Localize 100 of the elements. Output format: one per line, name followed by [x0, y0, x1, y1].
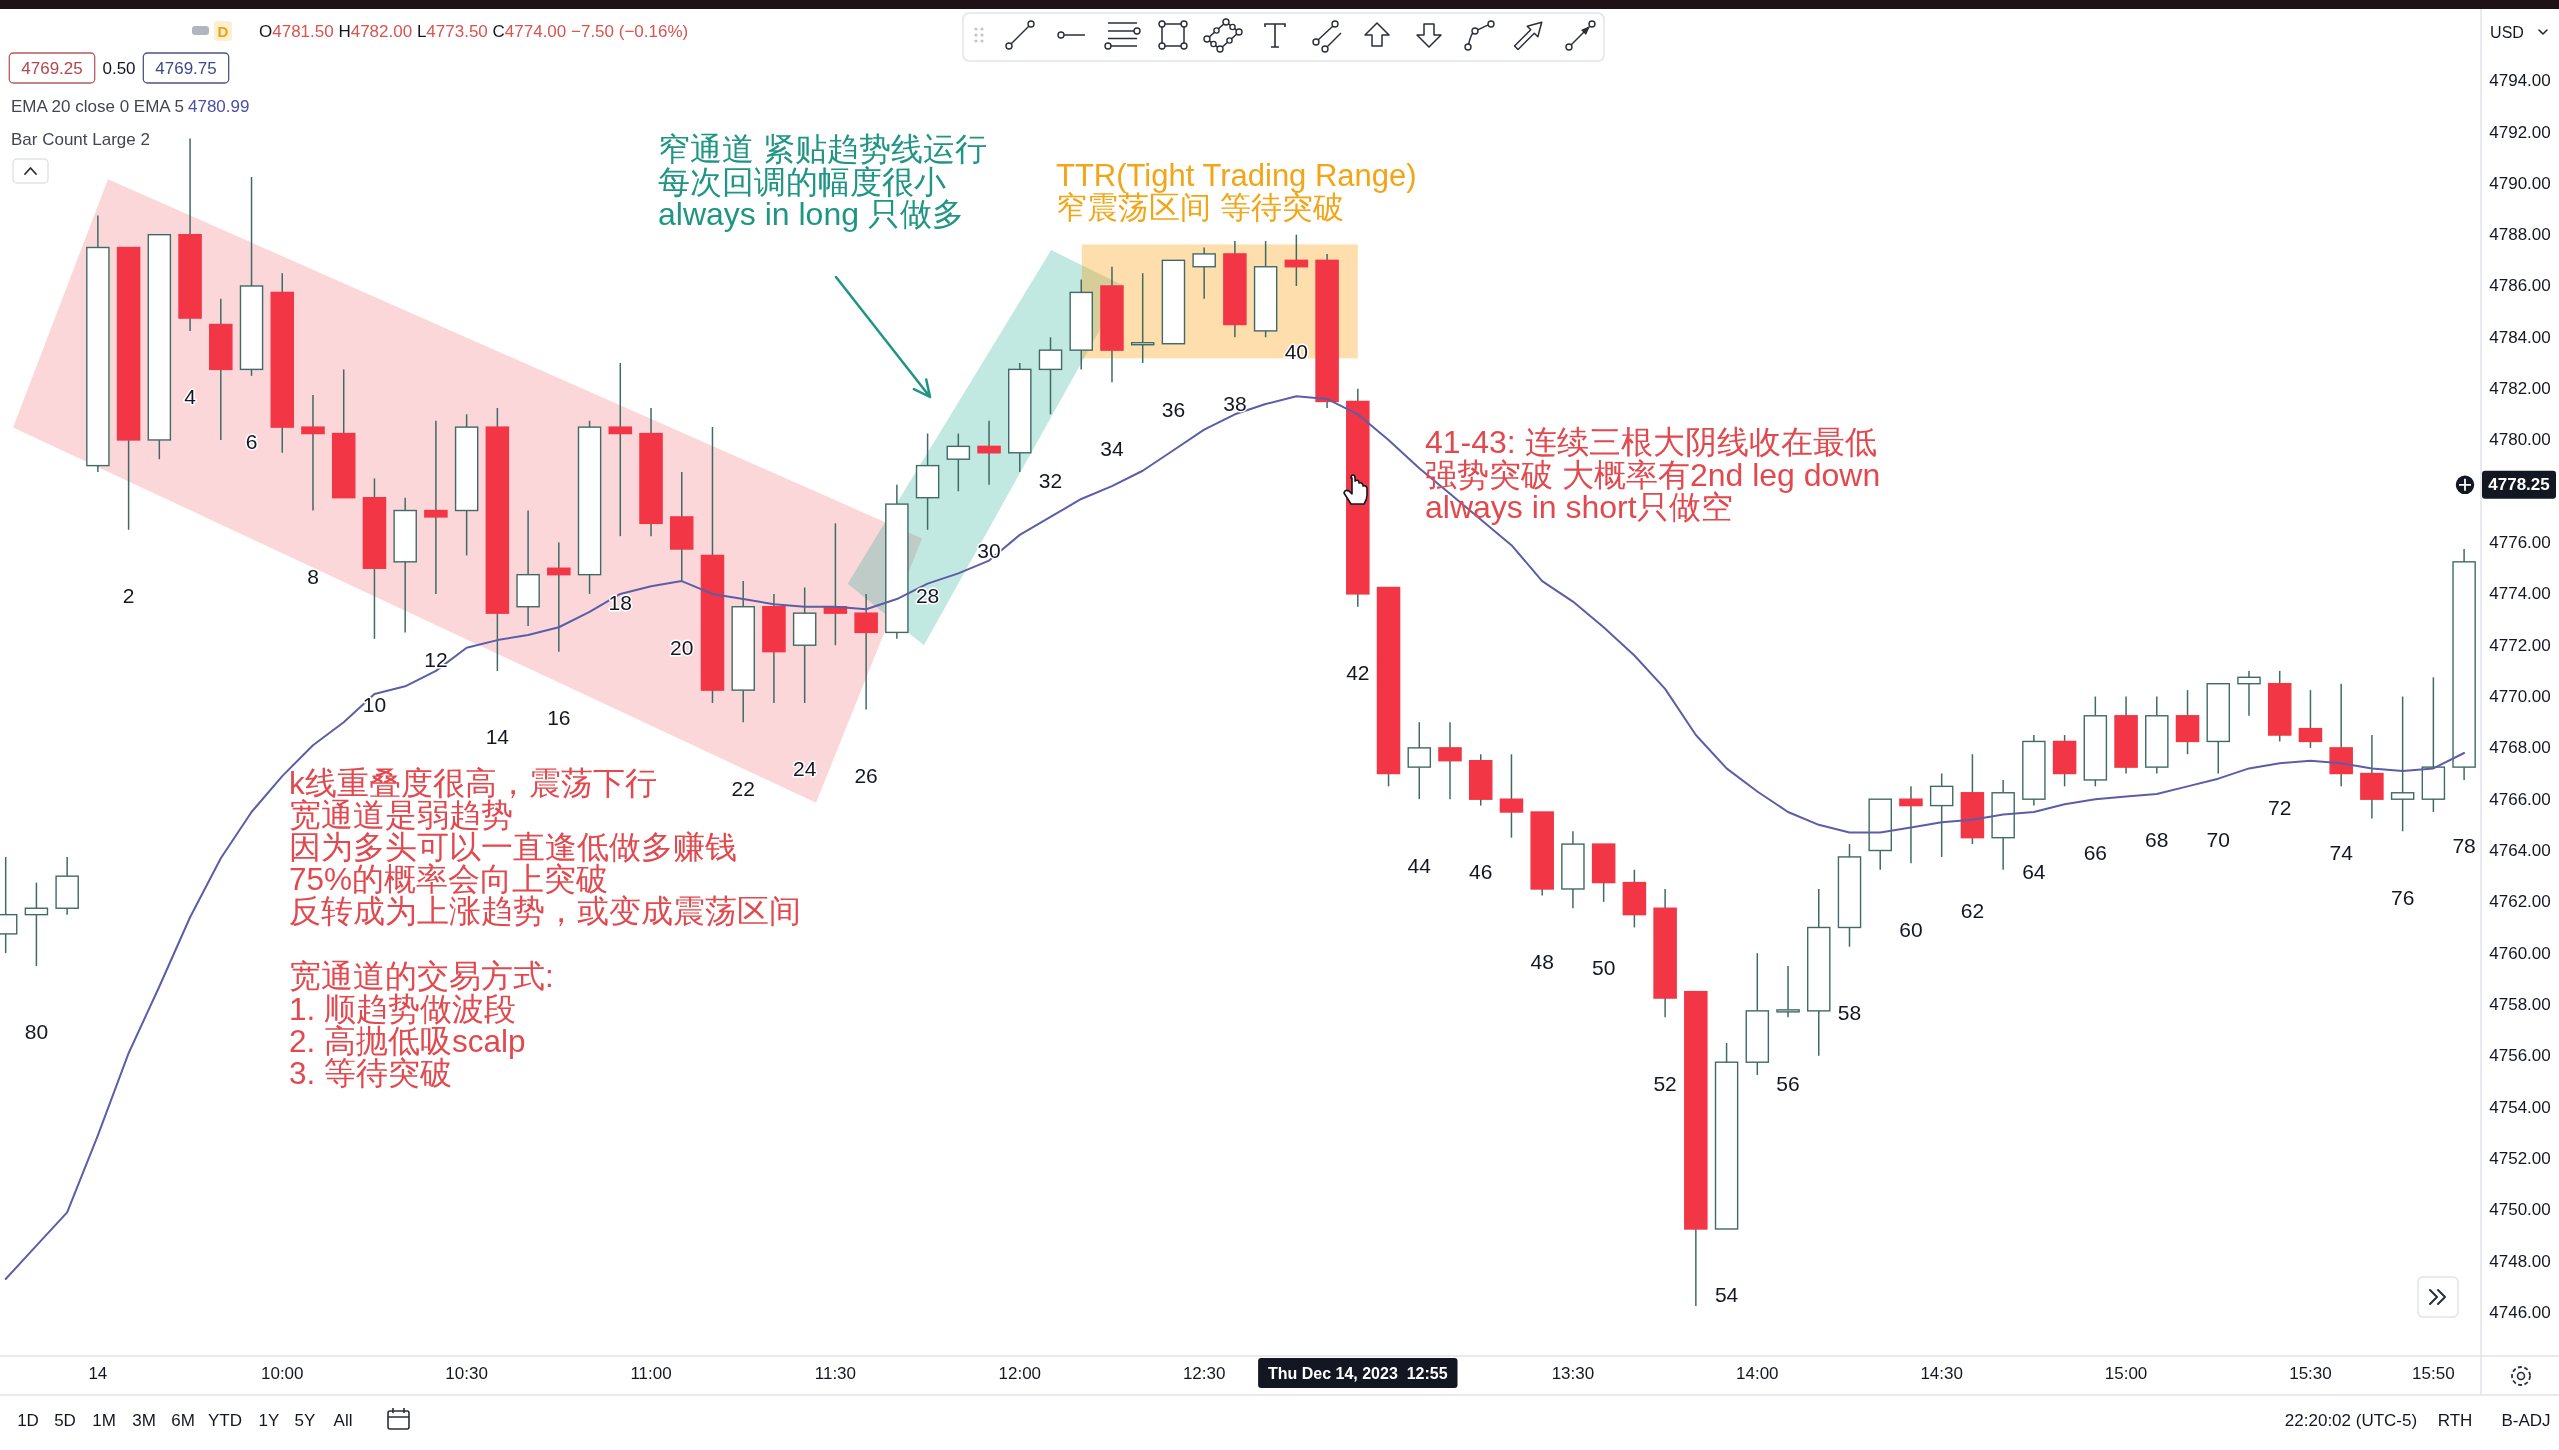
y-tick-label: 4762.00	[2489, 892, 2551, 912]
y-tick-label: 4794.00	[2489, 71, 2551, 91]
annotation: EMA 20 close 0 EMA 5	[11, 96, 184, 116]
candlestick	[1438, 721, 1462, 800]
x-tick-label: 13:30	[1551, 1363, 1595, 1383]
y-tick-label: 4754.00	[2489, 1097, 2551, 1117]
candlestick	[424, 419, 448, 595]
y-tick-label: 4758.00	[2489, 994, 2551, 1014]
candlestick	[2237, 670, 2261, 717]
text: 28	[915, 584, 940, 608]
y-tick-label: 4788.00	[2489, 225, 2551, 245]
text: 38	[1223, 391, 1247, 415]
x-tick-label: 15:00	[2104, 1363, 2148, 1383]
x-tick-label: 10:00	[260, 1363, 304, 1383]
text: RTH	[2437, 1410, 2473, 1430]
text: 52	[1653, 1071, 1677, 1095]
text: 64	[2022, 860, 2046, 884]
x-tick-label: 15:50	[2412, 1363, 2455, 1383]
text: 78	[2452, 834, 2476, 858]
candlestick	[1192, 246, 1216, 300]
text: 32	[1038, 468, 1063, 492]
text: 5D	[54, 1410, 76, 1430]
text: 22:20:02 (UTC-5)	[2284, 1410, 2418, 1430]
x-tick-label: 14	[88, 1363, 108, 1383]
text: 22	[731, 776, 755, 800]
text: 58	[1837, 1001, 1862, 1025]
candlestick	[608, 362, 633, 537]
text: O4781.50 H4782.00 L4773.50 C4774.00 −7.50 (−0.16%)	[259, 21, 689, 41]
text: 30	[977, 539, 1001, 563]
text: 46	[1469, 860, 1493, 884]
y-tick-label: 4792.00	[2489, 122, 2551, 142]
y-tick-label: 4748.00	[2489, 1251, 2551, 1271]
text: 26	[854, 763, 878, 787]
text: 62	[1960, 898, 1985, 922]
text: USD	[2490, 23, 2524, 41]
x-tick-label: 11:30	[814, 1363, 857, 1383]
y-tick-label: 4786.00	[2489, 276, 2551, 296]
text: 40	[1284, 340, 1309, 364]
text: 14	[485, 725, 510, 749]
candlestick	[1499, 753, 1524, 839]
text: 24	[792, 757, 817, 781]
text: 6M	[171, 1410, 195, 1430]
candlestick	[2298, 689, 2323, 749]
text: 20	[670, 635, 694, 659]
annotation: 宽通道的交易方式:	[289, 958, 554, 994]
y-tick-label: 4790.00	[2489, 173, 2551, 193]
annotation: 41-43: 连续三根大阴线收在最低	[1425, 424, 1877, 460]
candlestick	[977, 419, 1001, 486]
text: 66	[2083, 840, 2108, 864]
candlestick	[547, 541, 571, 653]
y-tick-label: 4770.00	[2489, 687, 2551, 707]
text: 74	[2329, 840, 2353, 864]
annotation: 4780.99	[188, 96, 250, 116]
text: 44	[1407, 853, 1431, 877]
x-tick-label: 12:00	[998, 1363, 1042, 1383]
y-tick-label: 4768.00	[2489, 738, 2551, 758]
text: 2	[122, 584, 135, 608]
x-tick-label: 10:30	[445, 1363, 488, 1383]
annotation: 0.50	[102, 58, 136, 78]
text: 56	[1776, 1071, 1800, 1095]
text: 8	[307, 565, 319, 589]
x-tick-label: Thu Dec 14, 2023 12:55	[1267, 1364, 1448, 1382]
text: 12	[424, 648, 448, 672]
y-tick-label: 4746.00	[2489, 1302, 2551, 1322]
text: 16	[547, 706, 571, 730]
y-tick-label: 4760.00	[2489, 943, 2551, 963]
y-tick-label: 4776.00	[2489, 533, 2551, 553]
x-tick-label: 14:00	[1736, 1363, 1779, 1383]
text: 4	[184, 385, 196, 409]
text: 1Y	[258, 1410, 280, 1430]
candlestick	[854, 593, 878, 711]
text: 3M	[132, 1410, 156, 1430]
text: 76	[2390, 885, 2415, 909]
y-tick-label: 4764.00	[2489, 841, 2551, 860]
candlestick	[1899, 785, 1923, 865]
text: 42	[1346, 661, 1370, 685]
annotation: D	[217, 22, 229, 40]
y-tick-label: 4778.25	[2488, 475, 2550, 495]
x-tick-label: 14:30	[1920, 1363, 1963, 1383]
text: B-ADJ	[2501, 1410, 2551, 1430]
text: 54	[1714, 1283, 1739, 1307]
text: 80	[24, 1020, 49, 1044]
candlestick	[1929, 772, 1954, 858]
text: 48	[1530, 949, 1554, 973]
text: 50	[1591, 956, 1616, 980]
text: 18	[608, 590, 632, 614]
candlestick	[1038, 336, 1063, 416]
candlestick	[301, 394, 325, 512]
candlestick	[1776, 965, 1800, 1019]
text: 5Y	[294, 1410, 316, 1430]
text: 10	[362, 693, 387, 717]
text: YTD	[208, 1410, 242, 1430]
text: 1D	[17, 1410, 39, 1430]
text: 6	[245, 430, 258, 454]
text: 34	[1100, 436, 1124, 460]
annotation: 4769.75	[155, 58, 217, 78]
y-tick-label: 4756.00	[2489, 1046, 2551, 1066]
text: 60	[1899, 917, 1923, 941]
candlestick	[2390, 695, 2415, 833]
x-tick-label: 15:30	[2289, 1363, 2332, 1383]
